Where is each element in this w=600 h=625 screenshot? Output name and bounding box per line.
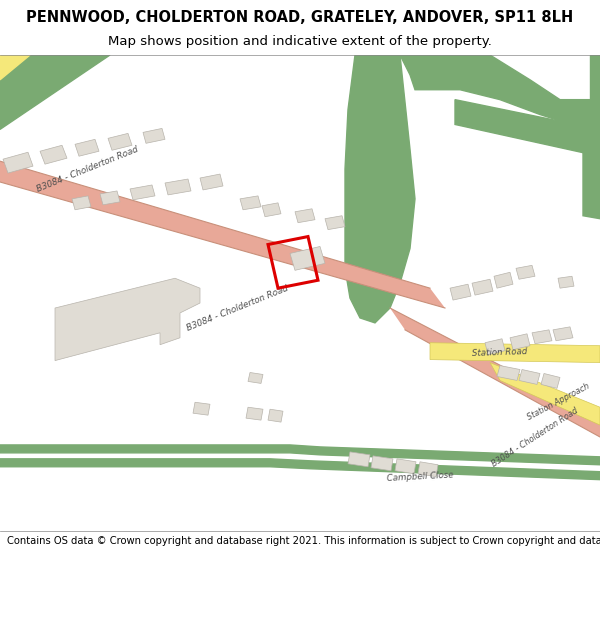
Polygon shape <box>472 279 493 295</box>
Polygon shape <box>532 330 552 344</box>
Polygon shape <box>200 174 223 190</box>
Polygon shape <box>516 266 535 279</box>
Text: PENNWOOD, CHOLDERTON ROAD, GRATELEY, ANDOVER, SP11 8LH: PENNWOOD, CHOLDERTON ROAD, GRATELEY, AND… <box>26 10 574 25</box>
Polygon shape <box>40 145 67 164</box>
Polygon shape <box>325 216 345 229</box>
Polygon shape <box>590 55 600 199</box>
Polygon shape <box>0 445 600 465</box>
Polygon shape <box>55 278 200 361</box>
Polygon shape <box>348 452 370 467</box>
Polygon shape <box>519 369 540 384</box>
Polygon shape <box>494 272 513 288</box>
Polygon shape <box>3 152 33 173</box>
Polygon shape <box>490 362 600 425</box>
Polygon shape <box>0 55 30 80</box>
Polygon shape <box>290 246 325 270</box>
Polygon shape <box>193 402 210 415</box>
Polygon shape <box>0 55 110 129</box>
Text: Station Approach: Station Approach <box>526 382 590 423</box>
Polygon shape <box>510 334 530 349</box>
Polygon shape <box>553 327 573 341</box>
Polygon shape <box>390 308 600 437</box>
Polygon shape <box>395 459 416 474</box>
Text: Contains OS data © Crown copyright and database right 2021. This information is : Contains OS data © Crown copyright and d… <box>7 536 600 546</box>
Polygon shape <box>246 408 263 420</box>
Polygon shape <box>450 284 471 300</box>
Polygon shape <box>0 459 600 479</box>
Polygon shape <box>143 128 165 143</box>
Polygon shape <box>400 55 600 129</box>
Polygon shape <box>583 129 600 219</box>
Polygon shape <box>558 276 574 288</box>
Polygon shape <box>418 462 438 477</box>
Polygon shape <box>165 179 191 195</box>
Text: B3084 - Cholderton Road: B3084 - Cholderton Road <box>490 406 580 468</box>
Polygon shape <box>248 372 263 383</box>
Polygon shape <box>485 339 505 354</box>
Polygon shape <box>262 203 281 217</box>
Polygon shape <box>295 209 315 222</box>
Polygon shape <box>430 342 600 362</box>
Polygon shape <box>371 456 393 471</box>
Polygon shape <box>345 55 415 323</box>
Text: B3084 - Cholderton Road: B3084 - Cholderton Road <box>35 145 139 194</box>
Polygon shape <box>240 196 261 210</box>
Text: Map shows position and indicative extent of the property.: Map shows position and indicative extent… <box>108 35 492 48</box>
Polygon shape <box>130 185 155 200</box>
Polygon shape <box>541 374 560 388</box>
Polygon shape <box>497 366 520 381</box>
Text: Station Road: Station Road <box>472 348 528 358</box>
Polygon shape <box>75 139 99 156</box>
Polygon shape <box>100 191 120 205</box>
Polygon shape <box>455 99 600 154</box>
Polygon shape <box>72 196 91 210</box>
Polygon shape <box>268 409 283 422</box>
Text: B3084 - Cholderton Road: B3084 - Cholderton Road <box>185 284 289 332</box>
Polygon shape <box>0 161 445 308</box>
Polygon shape <box>108 133 132 150</box>
Text: Campbell Close: Campbell Close <box>386 471 454 483</box>
